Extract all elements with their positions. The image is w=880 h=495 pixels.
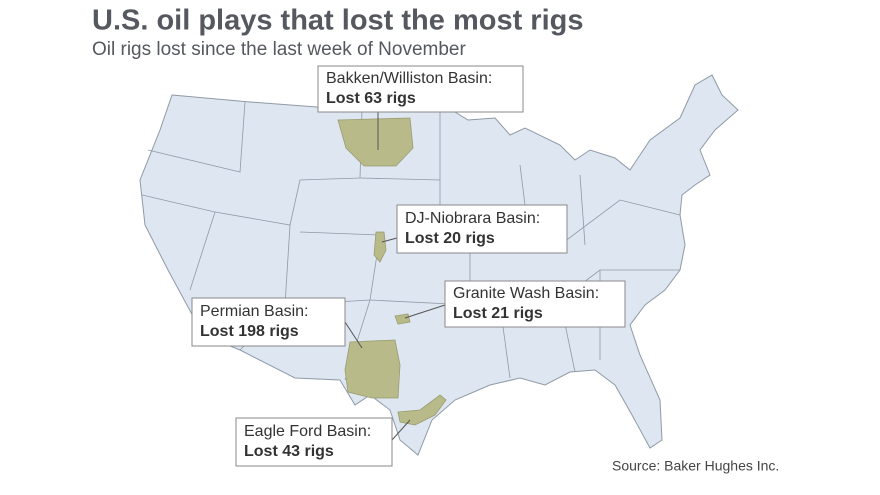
callouts: Bakken/Williston Basin: Lost 63 rigs DJ-… (191, 65, 626, 467)
us-map (139, 74, 739, 456)
eagle-ford-basin (397, 394, 447, 426)
permian-basin (344, 339, 401, 399)
callout-box (235, 417, 393, 467)
bakken-basin (337, 117, 414, 167)
callout-label: Lost 63 rigs (326, 90, 416, 107)
callout-label: Lost 21 rigs (453, 305, 543, 322)
callout-label: Lost 43 rigs (244, 443, 334, 460)
callout-name: DJ-Niobrara Basin: (405, 210, 540, 227)
dj-niobrara-basin (373, 231, 387, 263)
callout-box (191, 297, 346, 347)
callout-label: Lost 20 rigs (405, 230, 495, 247)
callout-label: Lost 198 rigs (200, 323, 299, 340)
subtitle: Oil rigs lost since the last week of Nov… (92, 39, 466, 60)
basins (337, 117, 447, 426)
source: Source: Baker Hughes Inc. (612, 458, 779, 474)
callout-box (444, 280, 626, 328)
callout-name: Granite Wash Basin: (453, 285, 599, 302)
callout-box (317, 65, 524, 113)
leader-lines (344, 112, 446, 441)
granite-wash-basin (394, 313, 411, 325)
callout-name: Permian Basin: (200, 303, 309, 320)
callout-name: Bakken/Williston Basin: (326, 70, 492, 87)
title: U.S. oil plays that lost the most rigs (92, 5, 583, 37)
callout-name: Eagle Ford Basin: (244, 423, 371, 440)
callout-box (396, 204, 568, 254)
